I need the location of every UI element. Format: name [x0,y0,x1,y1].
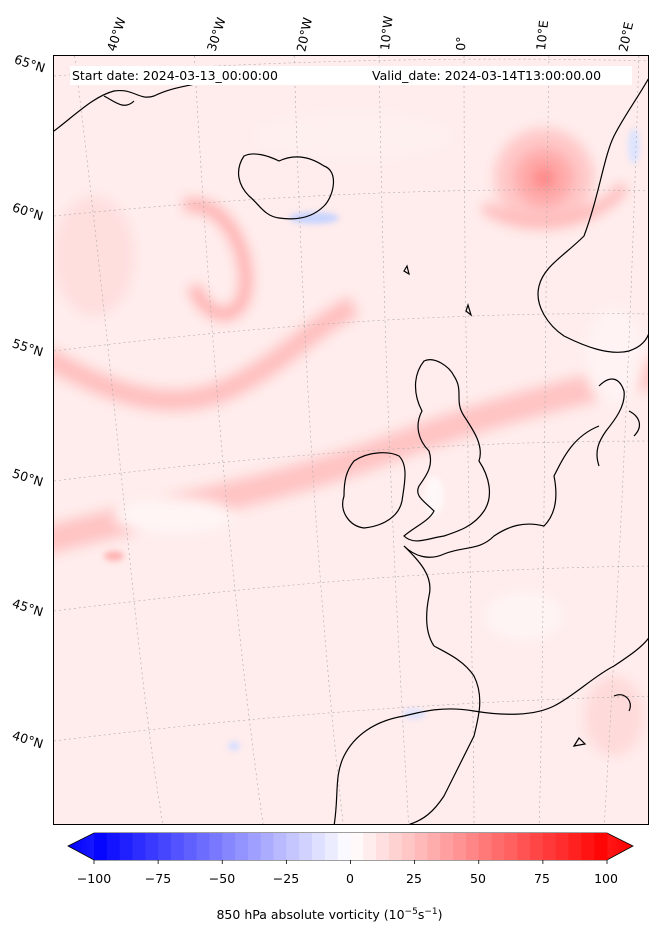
colorbar-step [453,833,467,860]
colorbar-step [273,833,287,860]
colorbar-step [106,833,121,860]
colorbar-tick-label: −25 [272,871,300,886]
colorbar-step [440,833,454,860]
colorbar [67,832,634,864]
colorbar-step [568,833,582,860]
vorticity-map [54,56,648,824]
colorbar-step [465,833,480,860]
colorbar-step [401,833,416,860]
colorbar-step [363,833,377,860]
colorbar-label-exp1: −5 [404,907,418,917]
vorticity-field [54,56,648,824]
colorbar-step [376,833,390,860]
map-panel [53,55,649,825]
colorbar-tick-label: 100 [594,871,618,886]
colorbar-steps [94,833,608,860]
colorbar-step [209,833,223,860]
colorbar-step [581,833,595,860]
colorbar-tick-label: −75 [144,871,172,886]
colorbar-step [427,833,441,860]
colorbar-step [94,833,108,860]
colorbar-tick-label: 50 [470,871,486,886]
colorbar-step [170,833,185,860]
colorbar-step [286,833,300,860]
colorbar-label-text: 850 hPa absolute vorticity (10 [216,907,405,923]
colorbar-step [312,833,326,860]
colorbar-tick-label: 0 [346,871,354,886]
colorbar-step [235,833,249,860]
colorbar-step [530,833,544,860]
valid-date-label: Valid_date: 2024-03-14T13:00:00.00 [372,66,632,85]
vorticity-field-detail [104,128,640,751]
colorbar-step [145,833,159,860]
colorbar-step [158,833,172,860]
colorbar-step [119,833,133,860]
colorbar-label: 850 hPa absolute vorticity (10−5s−1) [0,907,659,922]
colorbar-label-mid: s [417,907,425,923]
colorbar-step [555,833,570,860]
colorbar-step [183,833,198,860]
colorbar-step [414,833,428,860]
colorbar-step [517,833,531,860]
colorbar-tick-label: 75 [534,871,550,886]
colorbar-step [594,833,608,860]
colorbar-tick-label: 25 [406,871,422,886]
colorbar-step [491,833,505,860]
colorbar-tick-label: −50 [208,871,236,886]
colorbar-step [196,833,210,860]
colorbar-label-end: ) [437,907,443,923]
colorbar-step [337,833,351,860]
graticule [54,56,648,824]
start-date-label: Start date: 2024-03-13_00:00:00 [70,66,372,85]
colorbar-step [324,833,339,860]
colorbar-step [478,833,493,860]
colorbar-step [388,833,403,860]
colorbar-step [132,833,146,860]
colorbar-step [542,833,557,860]
colorbar-step [222,833,236,860]
colorbar-tick-marks [93,860,608,864]
colorbar-tick-label: −100 [76,871,112,886]
colorbar-step [504,833,518,860]
colorbar-step [299,833,313,860]
colorbar-step [350,833,364,860]
colorbar-label-exp2: −1 [424,907,438,917]
colorbar-step [260,833,275,860]
colorbar-step [247,833,262,860]
coastlines [54,78,648,824]
